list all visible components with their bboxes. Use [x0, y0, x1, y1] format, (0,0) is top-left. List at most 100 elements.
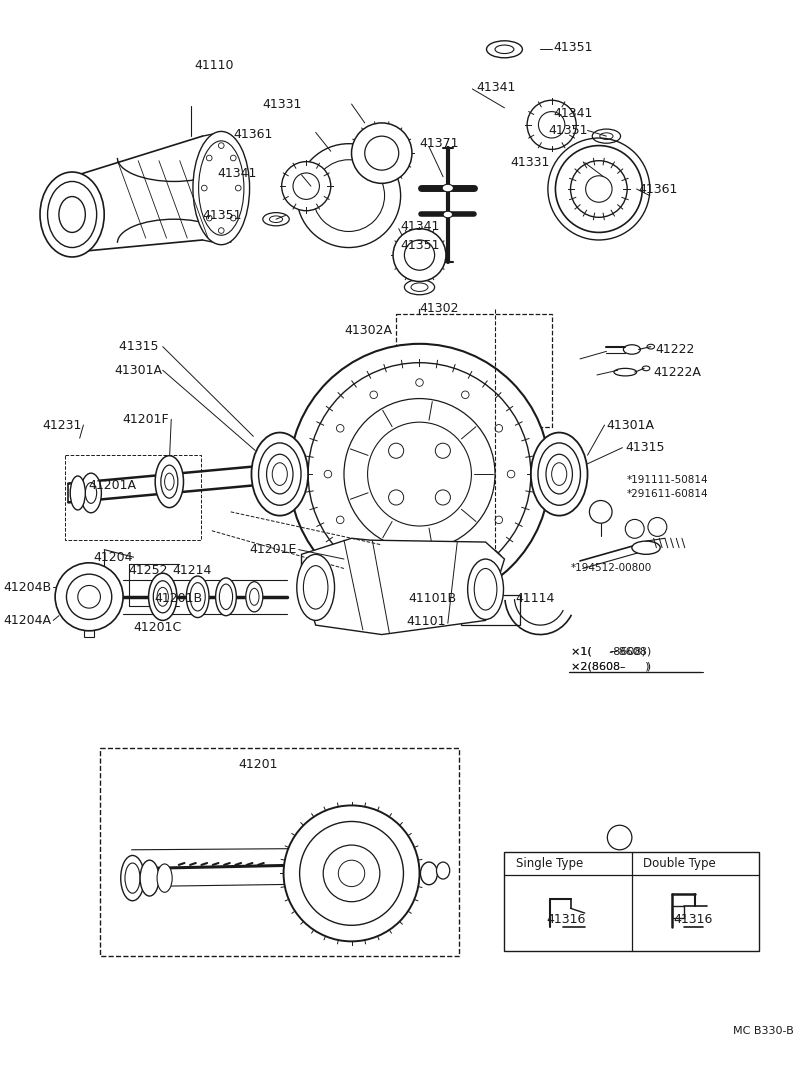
Ellipse shape	[468, 559, 503, 619]
Circle shape	[393, 229, 446, 281]
Circle shape	[282, 162, 330, 211]
Text: 41101B: 41101B	[408, 592, 456, 605]
Ellipse shape	[81, 473, 102, 513]
Text: 41331: 41331	[510, 156, 550, 169]
Text: MC B330-B: MC B330-B	[733, 1026, 794, 1036]
Ellipse shape	[442, 185, 454, 192]
Ellipse shape	[437, 862, 450, 879]
Ellipse shape	[161, 465, 178, 498]
Text: *291611-60814: *291611-60814	[627, 489, 709, 498]
Ellipse shape	[157, 864, 172, 893]
Bar	[65, 455, 202, 540]
Text: 41302A: 41302A	[344, 324, 392, 337]
Circle shape	[365, 136, 398, 171]
Bar	[673, 907, 684, 918]
Bar	[461, 595, 519, 626]
Circle shape	[308, 363, 531, 585]
Ellipse shape	[250, 589, 259, 605]
Ellipse shape	[421, 862, 438, 885]
Ellipse shape	[40, 172, 104, 257]
Ellipse shape	[297, 554, 334, 620]
Ellipse shape	[486, 41, 522, 58]
Text: W: W	[630, 525, 639, 533]
Bar	[84, 630, 94, 637]
Circle shape	[78, 585, 101, 608]
Text: 41341: 41341	[476, 80, 515, 93]
Text: 41201A: 41201A	[88, 479, 136, 492]
Circle shape	[351, 123, 412, 184]
Text: 41214: 41214	[173, 564, 212, 577]
Ellipse shape	[86, 482, 97, 503]
Circle shape	[338, 860, 365, 886]
Ellipse shape	[190, 583, 206, 611]
Bar	[396, 314, 552, 427]
Text: 41201B: 41201B	[154, 592, 202, 605]
Ellipse shape	[632, 541, 660, 554]
Text: 41231: 41231	[42, 418, 82, 431]
Text: ×2(8608-      ): ×2(8608- )	[570, 661, 649, 671]
Ellipse shape	[552, 463, 566, 485]
Text: ×2(8608–      ): ×2(8608– )	[570, 661, 650, 671]
Text: ×1(     -8608): ×1( -8608)	[570, 646, 646, 657]
Ellipse shape	[215, 578, 236, 616]
Text: 41110: 41110	[195, 59, 234, 72]
Text: 41201C: 41201C	[134, 620, 182, 633]
Ellipse shape	[70, 476, 86, 510]
Text: B: B	[654, 522, 661, 531]
Ellipse shape	[47, 181, 97, 248]
Text: 41301A: 41301A	[606, 418, 654, 431]
Text: 41331: 41331	[262, 98, 302, 111]
Text: 41351: 41351	[202, 209, 242, 222]
Circle shape	[318, 165, 379, 226]
Text: 41361: 41361	[638, 182, 678, 195]
Text: *194512-00800: *194512-00800	[570, 564, 652, 573]
Ellipse shape	[251, 432, 308, 516]
Circle shape	[290, 344, 550, 604]
Ellipse shape	[303, 566, 328, 609]
Text: 41315: 41315	[119, 340, 162, 353]
Circle shape	[323, 845, 380, 901]
Ellipse shape	[546, 454, 573, 494]
Ellipse shape	[140, 860, 159, 896]
Circle shape	[590, 501, 612, 523]
Ellipse shape	[404, 279, 434, 294]
Text: 41201F: 41201F	[122, 413, 170, 426]
Text: 41351: 41351	[401, 239, 440, 252]
Circle shape	[570, 161, 627, 217]
Ellipse shape	[149, 573, 177, 620]
Ellipse shape	[121, 856, 144, 900]
Ellipse shape	[262, 213, 290, 226]
Circle shape	[626, 519, 644, 539]
Circle shape	[555, 146, 642, 232]
Text: ×1(     −8608): ×1( −8608)	[570, 646, 650, 657]
Ellipse shape	[154, 581, 172, 613]
Text: 41201E: 41201E	[250, 543, 297, 556]
Text: 1: 1	[616, 833, 623, 843]
Text: 41222: 41222	[655, 343, 695, 356]
Text: 41351: 41351	[554, 41, 593, 54]
Ellipse shape	[531, 432, 587, 516]
Ellipse shape	[272, 463, 287, 485]
Circle shape	[300, 821, 403, 925]
Text: 41341: 41341	[554, 108, 593, 119]
Circle shape	[344, 399, 495, 550]
Text: 41301A: 41301A	[114, 364, 162, 377]
Bar	[505, 851, 759, 951]
Text: 41341: 41341	[401, 220, 440, 233]
Text: 41315: 41315	[626, 441, 665, 454]
Ellipse shape	[219, 584, 233, 609]
Circle shape	[66, 574, 112, 619]
Text: 41361: 41361	[234, 128, 273, 141]
Circle shape	[297, 143, 401, 248]
Text: 41204: 41204	[93, 551, 133, 564]
Ellipse shape	[125, 863, 140, 893]
Ellipse shape	[246, 582, 262, 611]
Text: 41201: 41201	[238, 758, 278, 771]
Ellipse shape	[266, 454, 293, 494]
Text: 41204B: 41204B	[3, 581, 51, 594]
Text: 41351: 41351	[548, 124, 587, 137]
Circle shape	[607, 825, 632, 849]
Circle shape	[303, 150, 394, 241]
Text: 41114: 41114	[516, 592, 555, 605]
Ellipse shape	[258, 443, 301, 505]
